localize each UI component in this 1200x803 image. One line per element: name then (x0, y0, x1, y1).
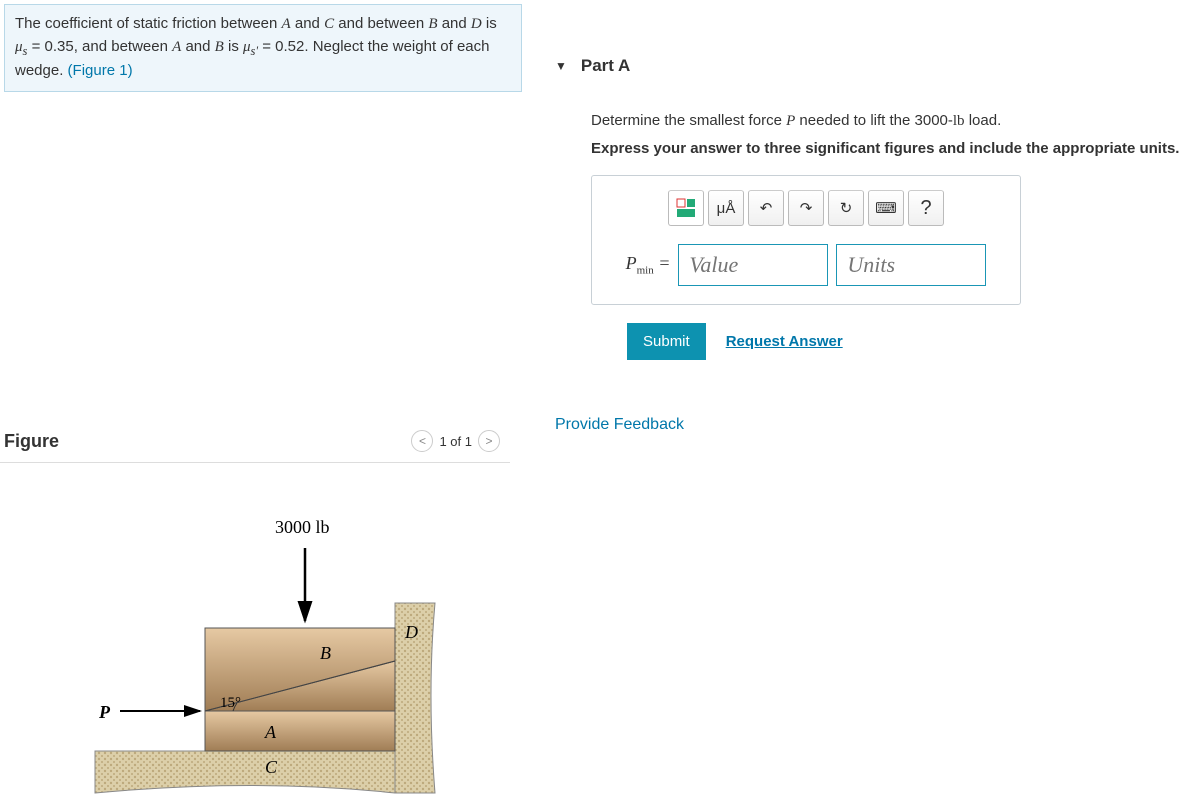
templates-button[interactable] (668, 190, 704, 226)
load-label: 3000 lb (275, 517, 330, 537)
caret-down-icon: ▼ (555, 59, 567, 73)
text: The coefficient of static friction betwe… (15, 15, 282, 32)
answer-toolbar: μÅ ↶ ↷ ↻ ⌨ ? (608, 190, 1004, 226)
figure-pager: < 1 of 1 > (411, 430, 500, 452)
mu-s: μs (15, 39, 27, 55)
pmin-label: Pmin = (626, 253, 671, 277)
pager-label: 1 of 1 (439, 434, 472, 449)
redo-button[interactable]: ↷ (788, 190, 824, 226)
angle-label: 15° (220, 695, 241, 711)
var-C: C (324, 16, 334, 32)
part-a-header[interactable]: ▼ Part A (555, 56, 1195, 76)
figure-section: Figure < 1 of 1 > (0, 430, 510, 803)
B-label: B (320, 643, 331, 663)
reset-button[interactable]: ↻ (828, 190, 864, 226)
part-a-title: Part A (581, 56, 630, 76)
value-input[interactable] (678, 244, 828, 286)
var-D: D (471, 16, 482, 32)
pager-prev-button[interactable]: < (411, 430, 433, 452)
var-A: A (282, 16, 291, 32)
submit-button[interactable]: Submit (627, 323, 706, 360)
figure-link[interactable]: (Figure 1) (68, 62, 133, 79)
answer-box: μÅ ↶ ↷ ↻ ⌨ ? Pmin = (591, 175, 1021, 305)
keyboard-button[interactable]: ⌨ (868, 190, 904, 226)
figure-diagram: 3000 lb P 15° B A C D (55, 493, 455, 803)
provide-feedback-link[interactable]: Provide Feedback (555, 416, 1195, 434)
A-label: A (264, 722, 277, 742)
mu-sp: μs' (243, 39, 258, 55)
request-answer-link[interactable]: Request Answer (726, 333, 843, 350)
P-label: P (98, 702, 111, 722)
instruction-text: Express your answer to three significant… (591, 140, 1195, 157)
help-button[interactable]: ? (908, 190, 944, 226)
var-B: B (428, 16, 437, 32)
pager-next-button[interactable]: > (478, 430, 500, 452)
C-label: C (265, 757, 278, 777)
figure-title: Figure (4, 431, 411, 452)
problem-statement: The coefficient of static friction betwe… (4, 4, 522, 92)
question-text: Determine the smallest force P needed to… (591, 112, 1195, 130)
undo-button[interactable]: ↶ (748, 190, 784, 226)
symbols-button[interactable]: μÅ (708, 190, 744, 226)
D-label: D (404, 622, 418, 642)
units-input[interactable] (836, 244, 986, 286)
